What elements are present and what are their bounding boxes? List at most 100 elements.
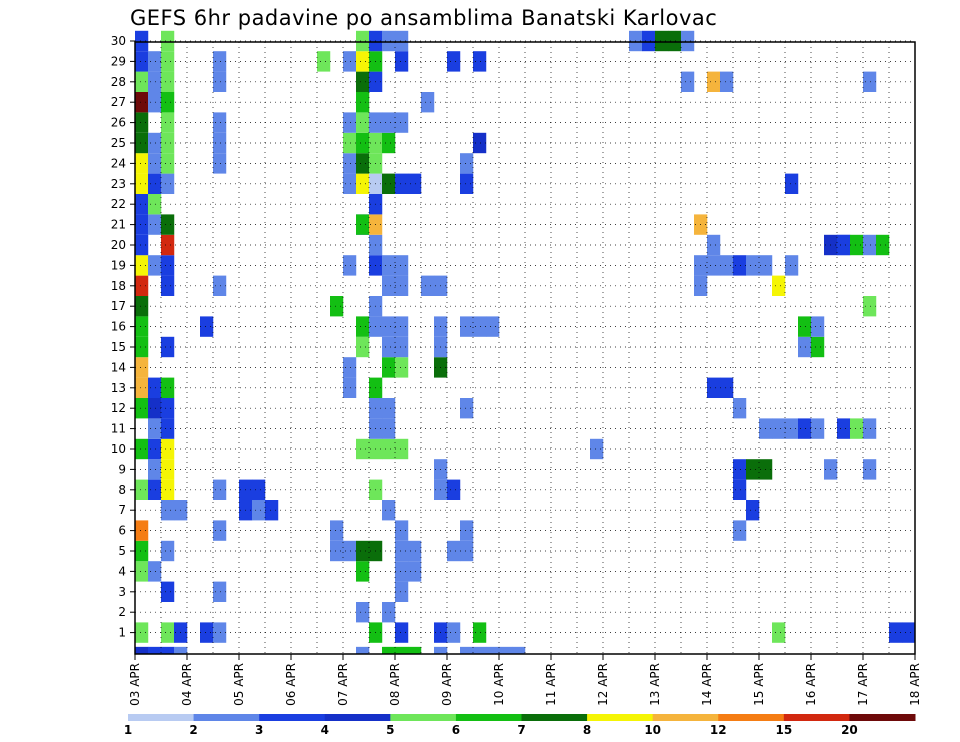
heatmap-cell	[135, 438, 149, 460]
y-tick-label: 1	[118, 626, 126, 640]
heatmap-cell	[135, 316, 149, 337]
heatmap-cell	[161, 336, 175, 358]
heatmap-cell	[148, 561, 162, 582]
heatmap-cell	[135, 357, 149, 378]
heatmap-cell	[772, 418, 786, 439]
y-tick-label: 7	[118, 503, 126, 517]
heatmap-cell	[395, 173, 409, 194]
heatmap-cell	[395, 51, 409, 72]
heatmap-cell	[161, 92, 175, 113]
heatmap-cell	[135, 398, 149, 419]
heatmap-cell	[148, 173, 162, 194]
heatmap-cell	[395, 112, 409, 133]
heatmap-cell	[356, 602, 370, 623]
heatmap-cell	[265, 500, 279, 521]
colorbar-label: 10	[644, 723, 661, 737]
heatmap-cell	[486, 646, 500, 654]
colorbar-swatch	[259, 714, 326, 721]
heatmap-cell	[395, 622, 409, 643]
colorbar-label: 8	[583, 723, 591, 737]
heatmap-cell	[161, 234, 175, 256]
heatmap-cell	[161, 214, 175, 235]
heatmap-cell	[161, 71, 175, 92]
y-tick-label: 9	[118, 462, 126, 476]
x-tick-label: 11 APR	[544, 663, 558, 706]
heatmap-cell	[161, 398, 175, 419]
heatmap-cell	[213, 132, 227, 154]
heatmap-cell	[161, 622, 175, 643]
plot-frame	[134, 41, 916, 655]
y-tick-label: 6	[118, 524, 126, 538]
heatmap-cell	[148, 214, 162, 235]
heatmap-cell	[135, 51, 149, 72]
heatmap-cell	[798, 418, 812, 439]
colorbar-label: 5	[386, 723, 394, 737]
heatmap-cell	[356, 30, 370, 52]
heatmap-cell	[200, 316, 214, 337]
y-tick-label: 24	[111, 156, 126, 170]
heatmap-cell	[421, 275, 435, 296]
heatmap-cell	[135, 540, 149, 562]
heatmap-cell	[681, 30, 695, 52]
heatmap-cell	[213, 51, 227, 72]
heatmap-cell	[733, 255, 747, 276]
heatmap-cell	[148, 438, 162, 460]
x-tick-label: 05 APR	[232, 663, 246, 706]
heatmap-cell	[785, 255, 799, 276]
heatmap-cell	[356, 561, 370, 582]
heatmap-cell	[213, 71, 227, 92]
heatmap-cell	[746, 459, 760, 480]
heatmap-cell	[863, 71, 877, 92]
heatmap-cell	[148, 377, 162, 398]
heatmap-cell	[135, 377, 149, 398]
heatmap-cell	[161, 132, 175, 154]
heatmap-cell	[135, 646, 149, 654]
heatmap-cell	[902, 622, 916, 643]
heatmap-cell	[135, 296, 149, 317]
heatmap-cell	[473, 51, 487, 72]
x-tick-label: 04 APR	[180, 663, 194, 706]
heatmap-cell	[161, 500, 175, 521]
heatmap-cell	[356, 173, 370, 194]
colorbar-label: 2	[189, 723, 197, 737]
y-tick-label: 15	[111, 340, 126, 354]
heatmap-cell	[161, 275, 175, 296]
heatmap-cell	[148, 459, 162, 480]
grid-lines	[135, 40, 915, 654]
heatmap-cell	[135, 234, 149, 256]
heatmap-cell	[707, 377, 721, 398]
heatmap-cell	[720, 255, 734, 276]
heatmap-cell	[330, 296, 344, 317]
heatmap-cell	[382, 255, 396, 276]
heatmap-cell	[148, 153, 162, 174]
heatmap-cell	[395, 336, 409, 358]
heatmap-cell	[343, 112, 357, 133]
heatmap-cell	[421, 92, 435, 113]
heatmap-cell	[499, 646, 513, 654]
heatmap-cell	[863, 296, 877, 317]
heatmap-cell	[382, 173, 396, 194]
colorbar-label: 3	[255, 723, 263, 737]
heatmap-cell	[213, 622, 227, 643]
heatmap-cell	[135, 132, 149, 154]
heatmap-cell	[395, 255, 409, 276]
x-tick-label: 16 APR	[804, 663, 818, 706]
heatmap-cell	[785, 418, 799, 439]
colorbar-swatch	[455, 714, 522, 721]
colorbar-label: 1	[124, 723, 132, 737]
heatmap-cell	[356, 112, 370, 133]
heatmap-cell	[395, 561, 409, 582]
heatmap-cell	[135, 92, 149, 113]
y-tick-label: 4	[118, 564, 126, 578]
heatmap-cell	[161, 153, 175, 174]
heatmap-cell	[135, 561, 149, 582]
y-axis: 1234567891011121314151617181920212223242…	[111, 34, 135, 640]
heatmap-cell	[447, 540, 461, 562]
heatmap-cell	[798, 316, 812, 337]
colorbar-swatch	[128, 714, 195, 721]
y-tick-label: 30	[111, 34, 126, 48]
y-tick-label: 14	[111, 360, 126, 374]
heatmap-cell	[148, 255, 162, 276]
y-tick-label: 17	[111, 299, 126, 313]
heatmap-cell	[148, 92, 162, 113]
